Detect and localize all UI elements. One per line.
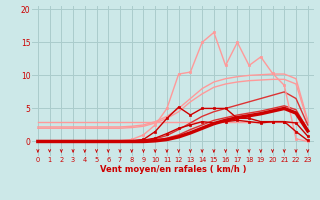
X-axis label: Vent moyen/en rafales ( km/h ): Vent moyen/en rafales ( km/h ) — [100, 165, 246, 174]
